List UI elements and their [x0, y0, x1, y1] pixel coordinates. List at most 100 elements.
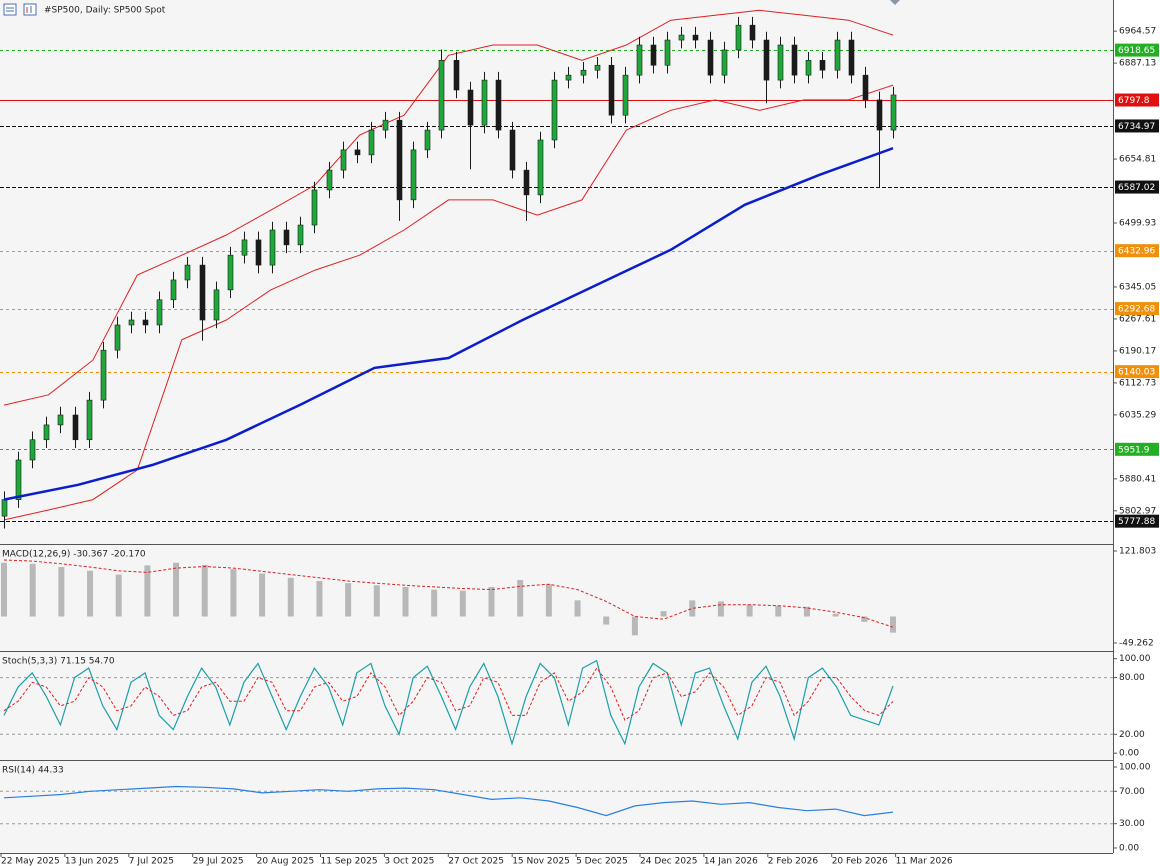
candle-body [551, 79, 558, 141]
macd-bar [861, 616, 868, 622]
y-tick-label: 121.803 [1119, 546, 1156, 556]
candle-body [354, 149, 361, 156]
x-tick-label: 24 Dec 2025 [640, 857, 698, 866]
candle-body [735, 24, 742, 51]
macd-bar [402, 586, 409, 617]
candle-body [834, 39, 841, 71]
x-tick-label: 27 Oct 2025 [448, 857, 504, 866]
candle-body [791, 44, 798, 76]
macd-bar [259, 573, 266, 617]
x-tick-label: 5 Dec 2025 [576, 857, 628, 866]
level-label: 6140.03 [1118, 368, 1155, 378]
y-tick-label: 6499.93 [1119, 219, 1156, 229]
x-tick-label: 11 Mar 2026 [896, 857, 953, 866]
candle-body [481, 79, 488, 126]
candle-body [156, 299, 163, 326]
level-label-box [1115, 43, 1159, 57]
level-label-box [1115, 180, 1159, 194]
y-tick-label: 0.00 [1119, 843, 1139, 853]
candle-body [650, 44, 657, 66]
icon [3, 3, 17, 16]
candle-body [777, 44, 784, 81]
candle-body [707, 39, 714, 76]
candle-body [170, 279, 177, 301]
x-tick-label: 11 Sep 2025 [321, 857, 378, 866]
indicator-label: Stoch(5,3,3) 71.15 54.70 [2, 657, 115, 667]
macd-bar [58, 567, 65, 617]
x-tick-label: 2 Feb 2026 [768, 857, 819, 866]
y-tick-label: 6267.61 [1119, 314, 1156, 324]
level-label: 6432.96 [1118, 247, 1155, 257]
x-tick-label: 20 Aug 2025 [257, 857, 315, 866]
indicator-label: MACD(12,26,9) -30.367 -20.170 [2, 550, 146, 560]
candle-body [453, 59, 460, 91]
level-label-box [1115, 514, 1159, 528]
macd-bar [230, 569, 237, 617]
y-tick-label: 5880.41 [1119, 474, 1156, 484]
macd-bar [459, 590, 466, 617]
macd-bar [144, 565, 151, 617]
candle-body [876, 99, 883, 131]
x-tick-label: 15 Nov 2025 [512, 857, 570, 866]
macd-bar [832, 613, 839, 617]
candle-body [890, 94, 897, 131]
candle-body [100, 349, 107, 401]
y-tick-label: 6345.05 [1119, 282, 1156, 292]
candle-body [340, 149, 347, 171]
y-tick-label: 6964.57 [1119, 27, 1156, 37]
x-tick-label: 20 Feb 2026 [832, 857, 888, 866]
level-label-box [1115, 93, 1159, 107]
chart-title: #SP500, Daily: SP500 Spot [44, 6, 166, 16]
macd-bar [603, 616, 610, 625]
level-label: 5951.9 [1118, 445, 1150, 455]
macd-bar [545, 584, 552, 617]
level-label: 6587.02 [1118, 183, 1155, 193]
macd-bar [775, 605, 782, 617]
macd-bar [173, 562, 180, 617]
candle-body [311, 189, 318, 226]
macd-bar [373, 585, 380, 617]
y-tick-label: -49.262 [1119, 638, 1154, 648]
level-label-box [1115, 442, 1159, 456]
y-tick-label: 6190.17 [1119, 346, 1156, 356]
candle-body [1, 499, 8, 517]
y-tick-label: 100.00 [1119, 654, 1151, 664]
level-label: 6918.65 [1118, 46, 1155, 56]
y-tick-label: 0.00 [1119, 749, 1139, 759]
candle-body [184, 264, 191, 281]
macd-bar [29, 563, 36, 617]
candle-body [749, 24, 756, 41]
stoch-signal [3, 667, 894, 721]
candle-body [721, 49, 728, 76]
candle-body [622, 74, 629, 116]
candle-body [805, 59, 812, 76]
candle-body [43, 424, 50, 441]
panel-frames [0, 0, 1114, 854]
macd-bar [660, 611, 667, 617]
moving-average [3, 147, 894, 501]
candle-body [382, 119, 389, 131]
macd-bar [746, 604, 753, 617]
macd-bar [717, 601, 724, 617]
macd-bar [803, 606, 810, 617]
candle-body [495, 79, 502, 131]
candle-body [523, 169, 530, 196]
candle-body [678, 34, 685, 41]
candle-body [608, 64, 615, 116]
level-label: 6292.68 [1118, 305, 1155, 315]
candle-body [57, 414, 64, 426]
icon [23, 3, 37, 16]
rsi-line [3, 785, 894, 817]
macd-bar [488, 586, 495, 617]
candle-body [29, 439, 36, 461]
level-label-box [1115, 119, 1159, 133]
candle-body [86, 399, 93, 441]
candle-body [15, 459, 22, 500]
macd-bar [115, 574, 122, 617]
bollinger-upper [3, 9, 894, 406]
candle-body [862, 74, 869, 101]
candle-body [424, 129, 431, 151]
level-label-box [1115, 302, 1159, 316]
